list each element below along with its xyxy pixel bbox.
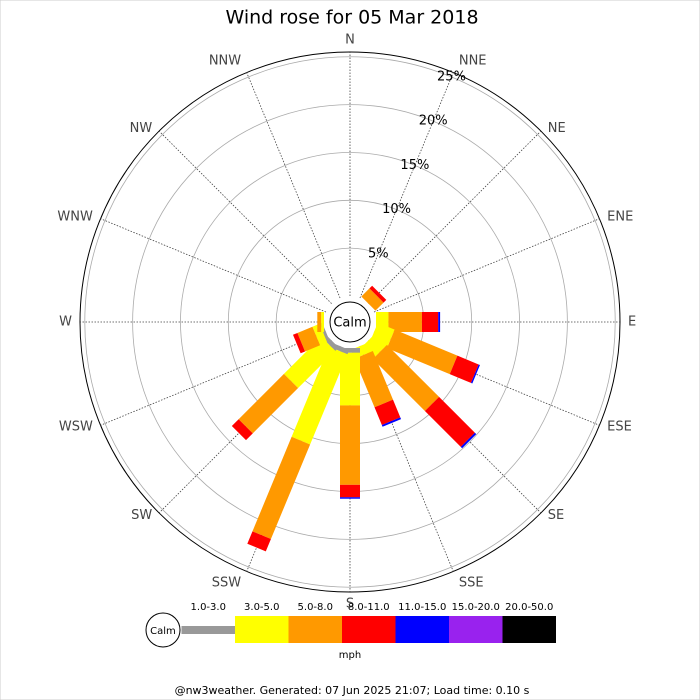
direction-label: SSW (212, 576, 242, 591)
tick-label: 20% (419, 114, 448, 129)
bar-segment (386, 329, 458, 375)
direction-label: S (346, 597, 354, 612)
legend-label: 20.0-50.0 (505, 602, 553, 613)
direction-label: SE (548, 508, 564, 523)
bar-segment (321, 312, 325, 332)
bar-segment (438, 312, 441, 332)
legend-label: 1.0-3.0 (191, 602, 226, 613)
legend-swatch (181, 626, 235, 634)
direction-label: E (628, 315, 636, 330)
calm-label: Calm (333, 316, 366, 331)
direction-label: SW (131, 508, 152, 523)
bar-segment (372, 344, 440, 412)
legend-label: 15.0-20.0 (452, 602, 500, 613)
bar-segment (297, 326, 321, 352)
calm-circle (329, 301, 371, 343)
direction-label: WSW (59, 419, 93, 434)
bar-segment (424, 396, 475, 447)
bar-segment (340, 352, 360, 406)
legend-swatch (235, 616, 289, 643)
unit-label: mph (339, 650, 361, 661)
chart-title: Wind rose for 05 Mar 2018 (225, 7, 478, 29)
bar-segment (374, 399, 401, 425)
tick-label: 10% (382, 202, 411, 217)
legend-swatch (342, 616, 396, 643)
direction-label: ENE (607, 210, 633, 225)
bar-segment (340, 348, 360, 353)
legend-label: 11.0-15.0 (398, 602, 446, 613)
legend-label: 8.0-11.0 (348, 602, 390, 613)
bar-segment (238, 373, 299, 434)
direction-label: WNW (57, 210, 93, 225)
bar-segment (340, 484, 360, 498)
bar-segment (369, 285, 387, 303)
bar-segment (317, 312, 322, 332)
bar-segment (231, 419, 253, 441)
bar-segment (247, 531, 271, 552)
bar-segment (354, 351, 393, 408)
direction-label: NE (548, 121, 566, 136)
bar-segment (340, 405, 360, 485)
direction-label: N (345, 33, 355, 48)
bar-segment (449, 355, 479, 383)
grid-ring (84, 56, 616, 588)
legend-calm-label: Calm (150, 626, 176, 637)
bar-segment (388, 312, 422, 332)
grid-ring (132, 104, 568, 540)
direction-label: NW (130, 121, 153, 136)
tick-label: 25% (437, 69, 466, 84)
bar-segment (252, 436, 311, 540)
bar-segment (312, 323, 328, 346)
legend-label: 3.0-5.0 (244, 602, 279, 613)
direction-label: ESE (607, 419, 632, 434)
direction-label: W (59, 315, 72, 330)
bar-segment (340, 497, 360, 499)
legend-swatch (288, 616, 342, 643)
legend-calm (145, 612, 181, 648)
bar-segment (361, 288, 384, 311)
footer: @nw3weather. Generated: 07 Jun 2025 21:0… (175, 684, 530, 697)
bar-segment (470, 364, 480, 384)
legend-label: 5.0-8.0 (298, 602, 333, 613)
bar-segment (292, 332, 306, 354)
legend-swatch (449, 616, 503, 643)
bar-segment (460, 432, 477, 449)
direction-label: SSE (459, 576, 484, 591)
direction-label: NNE (459, 53, 487, 68)
tick-label: 5% (368, 246, 389, 261)
bar-segment (421, 312, 439, 332)
bar-segment (291, 346, 348, 445)
bar-segment (381, 417, 402, 427)
legend-swatch (502, 616, 556, 643)
bar-segment (283, 336, 336, 389)
direction-label: NNW (209, 53, 241, 68)
legend-swatch (395, 616, 449, 643)
tick-label: 15% (400, 158, 429, 173)
